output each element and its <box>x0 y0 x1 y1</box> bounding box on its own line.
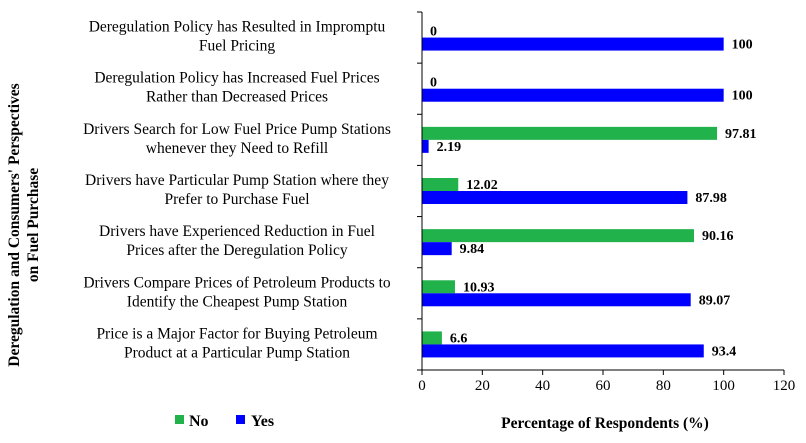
category-label-line: Fuel Pricing <box>199 38 275 55</box>
y-axis-title-text: Deregulation and Consumers' Perspectives… <box>6 83 42 366</box>
bar-no <box>422 331 442 345</box>
bar-no <box>422 178 459 191</box>
category-label-line: whenever they Need to Refill <box>146 140 329 157</box>
category-label-line: Product at a Particular Pump Station <box>124 344 350 361</box>
y-axis-title: Deregulation and Consumers' Perspectives… <box>6 83 42 366</box>
data-label-yes: 87.98 <box>695 191 727 206</box>
category-label-line: Price is a Major Factor for Buying Petro… <box>96 325 377 342</box>
category-label-line: Drivers Compare Prices of Petroleum Prod… <box>83 274 391 291</box>
category-label: Drivers Compare Prices of Petroleum Prod… <box>83 274 391 310</box>
bar-yes <box>422 88 724 102</box>
x-tick-label: 0 <box>418 378 426 394</box>
data-label-yes: 9.84 <box>460 242 485 257</box>
x-tick-label: 80 <box>656 378 671 394</box>
category-label: Price is a Major Factor for Buying Petro… <box>96 325 377 361</box>
data-label-no: 10.93 <box>463 280 495 295</box>
bar-yes <box>422 191 688 204</box>
legend-label-yes: Yes <box>251 413 274 430</box>
category-label-line: Identify the Cheapest Pump Station <box>127 293 348 310</box>
legend-swatch-no <box>175 415 184 424</box>
category-label-line: Drivers Search for Low Fuel Price Pump S… <box>83 121 391 138</box>
bars <box>422 37 724 358</box>
y-axis-title-line: Deregulation and Consumers' Perspectives <box>6 83 23 366</box>
category-label: Drivers have Experienced Reduction in Fu… <box>99 223 375 259</box>
bar-yes <box>422 139 429 153</box>
data-label-yes: 100 <box>732 89 753 104</box>
data-label-no: 6.6 <box>450 331 468 346</box>
category-label: Drivers have Particular Pump Station whe… <box>85 172 389 208</box>
data-label-yes: 93.4 <box>712 344 737 359</box>
bar-yes <box>422 37 724 51</box>
category-label-line: Prices after the Deregulation Policy <box>126 242 347 259</box>
data-label-no: 0 <box>430 25 437 40</box>
data-labels: 0 100 0 100 97.81 2.19 12.02 87.98 90.16 9.84 10.9… <box>430 25 757 360</box>
data-label-yes: 100 <box>732 38 753 53</box>
bar-yes <box>422 242 452 256</box>
x-tick-label: 40 <box>535 378 550 394</box>
data-label-yes: 2.19 <box>437 140 462 155</box>
data-label-no: 97.81 <box>725 127 757 142</box>
bar-no <box>422 229 694 243</box>
category-labels: Deregulation Policy has Resulted in Impr… <box>83 19 391 362</box>
category-label-line: Deregulation Policy has Resulted in Impr… <box>89 19 386 36</box>
x-tick-label: 60 <box>596 378 611 394</box>
x-ticks: 0 20 40 60 80 100 120 <box>418 370 795 394</box>
legend: No Yes <box>175 413 274 430</box>
bar-yes <box>422 344 704 358</box>
category-label-line: Prefer to Purchase Fuel <box>164 191 309 208</box>
category-label: Deregulation Policy has Increased Fuel P… <box>94 70 379 106</box>
x-tick-label: 20 <box>475 378 490 394</box>
x-tick-label: 100 <box>712 378 735 394</box>
data-label-yes: 89.07 <box>699 293 731 308</box>
bar-no <box>422 126 718 140</box>
category-label: Drivers Search for Low Fuel Price Pump S… <box>83 121 391 157</box>
category-label-line: Deregulation Policy has Increased Fuel P… <box>94 70 379 87</box>
bar-no <box>422 280 455 294</box>
data-label-no: 12.02 <box>466 178 498 193</box>
bar-yes <box>422 293 691 307</box>
data-label-no: 0 <box>430 76 437 91</box>
category-label-line: Drivers have Experienced Reduction in Fu… <box>99 223 375 240</box>
category-label: Deregulation Policy has Resulted in Impr… <box>89 19 386 55</box>
category-label-line: Drivers have Particular Pump Station whe… <box>85 172 389 189</box>
data-label-no: 90.16 <box>702 229 734 244</box>
legend-swatch-yes <box>236 415 245 424</box>
legend-label-no: No <box>189 413 209 430</box>
x-axis-title: Percentage of Respondents (%) <box>501 415 709 432</box>
x-tick-label: 120 <box>773 378 796 394</box>
y-axis-title-line: on Fuel Purchase <box>25 168 42 282</box>
category-label-line: Rather than Decreased Prices <box>146 89 328 106</box>
